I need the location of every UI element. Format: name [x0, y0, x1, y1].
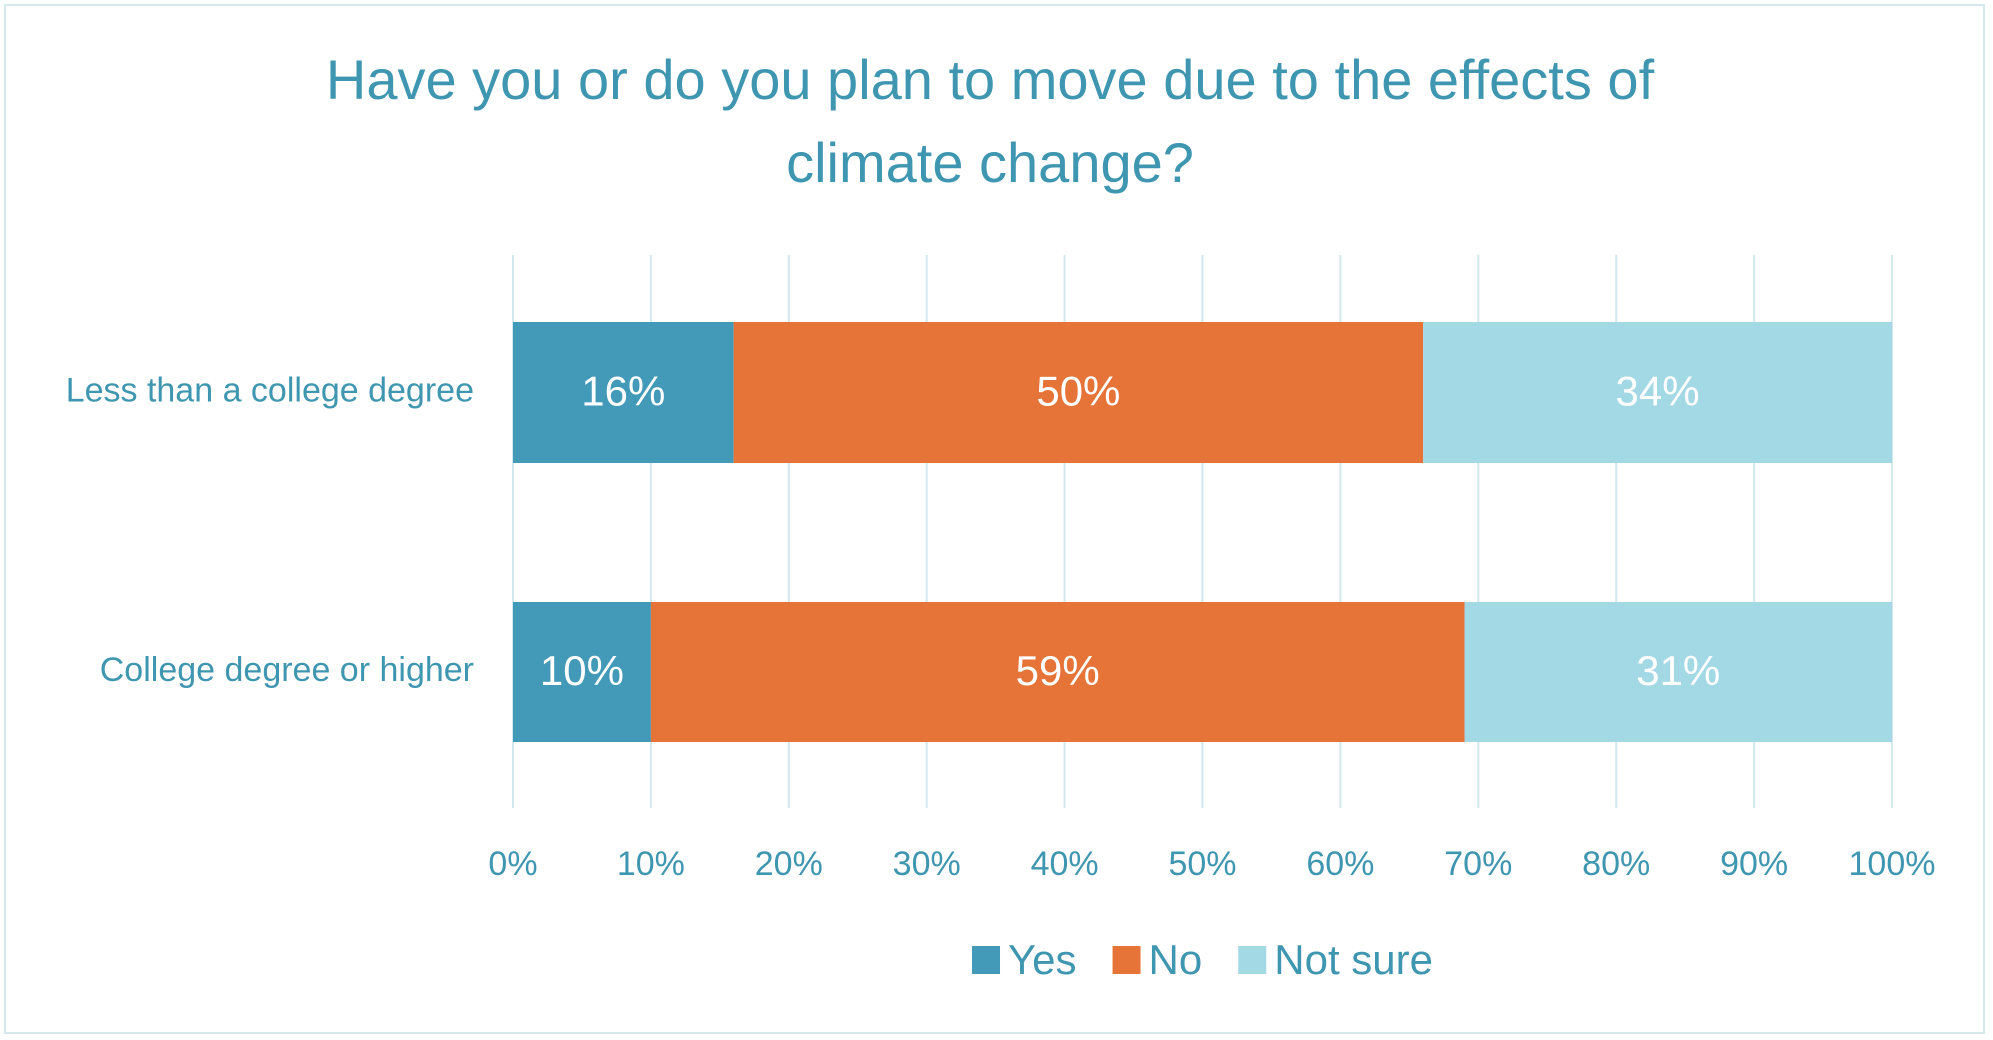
x-tick-label: 60%	[1306, 845, 1374, 883]
y-tick-label: College degree or higher	[100, 651, 474, 689]
x-tick-label: 70%	[1444, 845, 1512, 883]
data-label: 59%	[1016, 647, 1100, 694]
x-tick-label: 90%	[1720, 845, 1788, 883]
bar-segment	[513, 602, 651, 742]
x-tick-label: 20%	[755, 845, 823, 883]
legend-swatch	[1112, 946, 1141, 974]
data-label: 31%	[1636, 647, 1720, 694]
x-tick-label: 30%	[893, 845, 961, 883]
x-tick-label: 0%	[488, 845, 537, 883]
data-label: 34%	[1616, 368, 1700, 415]
bar-segment	[650, 602, 1465, 742]
x-tick-label: 10%	[617, 845, 685, 883]
legend-label: No	[1149, 936, 1203, 983]
y-tick-label: Less than a college degree	[66, 371, 474, 409]
x-tick-label: 80%	[1582, 845, 1650, 883]
chart-border	[4, 4, 1985, 1034]
bar-segment	[733, 322, 1424, 463]
data-label: 16%	[581, 368, 665, 415]
legend: Yes No Not sure	[972, 936, 1433, 983]
x-tick-label: 50%	[1168, 845, 1236, 883]
legend-label: Yes	[1008, 936, 1077, 983]
x-tick-label: 100%	[1849, 845, 1936, 883]
data-label: 10%	[540, 647, 624, 694]
bar-segment	[1423, 322, 1892, 463]
chart-title: Have you or do you plan to move due to t…	[325, 48, 1655, 194]
x-tick-label: 40%	[1031, 845, 1099, 883]
legend-swatch	[972, 946, 1001, 974]
data-label: 50%	[1036, 368, 1120, 415]
bar-segment	[513, 322, 734, 463]
legend-swatch	[1238, 946, 1267, 974]
bar-segment	[1464, 602, 1892, 742]
legend-label: Not sure	[1274, 936, 1433, 983]
